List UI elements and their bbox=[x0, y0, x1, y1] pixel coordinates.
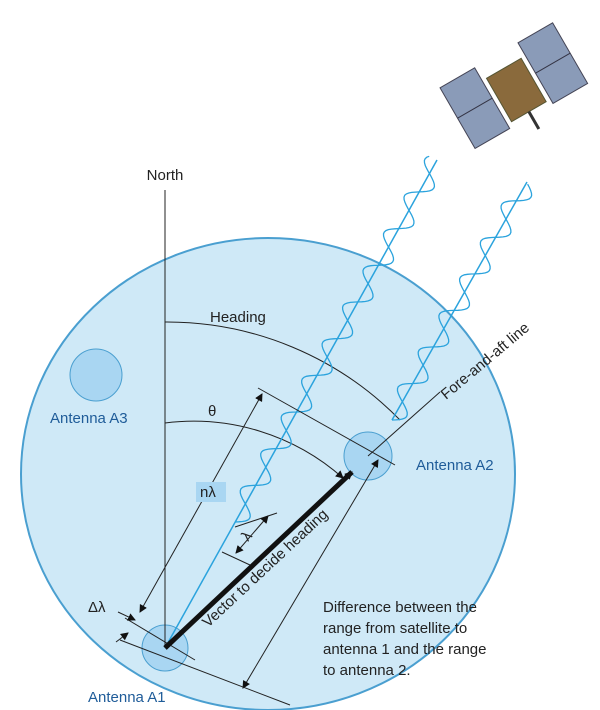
heading-label: Heading bbox=[210, 309, 266, 326]
theta-label: θ bbox=[208, 403, 216, 420]
antenna-label: Antenna A3 bbox=[50, 410, 128, 427]
note-line: range from satellite to bbox=[323, 620, 467, 637]
delta-lambda-label: Δλ bbox=[88, 599, 106, 616]
satellite bbox=[439, 22, 589, 150]
n-lambda-label: nλ bbox=[200, 484, 216, 501]
antenna-label: Antenna A2 bbox=[416, 457, 494, 474]
note-line: Difference between the bbox=[323, 599, 477, 616]
note-line: to antenna 2. bbox=[323, 662, 411, 679]
fore-aft-line bbox=[367, 391, 441, 457]
range-dimension bbox=[242, 459, 379, 689]
n-lambda-box bbox=[196, 482, 226, 502]
delta-arrow bbox=[115, 632, 129, 643]
antenna-a3 bbox=[69, 348, 123, 402]
north-label: North bbox=[147, 167, 184, 184]
n-lambda-dimension bbox=[139, 393, 263, 613]
heading-arc bbox=[164, 321, 401, 421]
delta-arrow bbox=[117, 611, 136, 621]
signal-ray bbox=[391, 181, 528, 421]
baseline-tick bbox=[119, 639, 291, 706]
wavefront-line bbox=[257, 387, 396, 466]
ship-outline bbox=[20, 237, 516, 710]
note-line: antenna 1 and the range bbox=[323, 641, 486, 658]
wavefront-line bbox=[124, 617, 196, 661]
signal-wave bbox=[391, 183, 533, 421]
lambda-dimension bbox=[235, 515, 269, 554]
heading-vector bbox=[163, 470, 354, 650]
antenna-label: Antenna A1 bbox=[88, 689, 166, 706]
